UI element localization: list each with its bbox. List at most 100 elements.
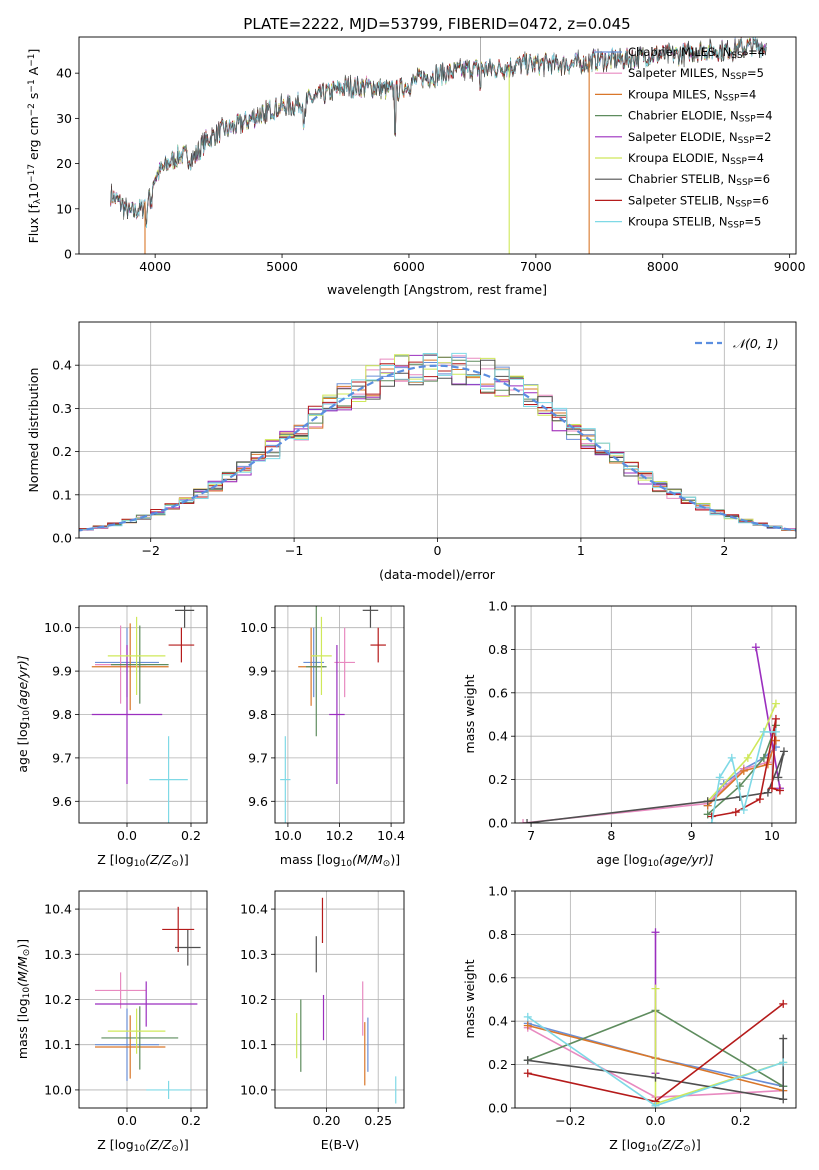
y-tick-label: 9.9 xyxy=(52,664,72,679)
legend-entry-part: Kroupa ELODIE, N xyxy=(628,151,730,165)
z-weight-xlabel-part: 10 xyxy=(646,1144,658,1154)
age-weight-xlabel-part: (age/yr)] xyxy=(659,852,714,867)
y-tick-label: 0 xyxy=(64,247,72,262)
z-age-xlabel: Z [log10(Z/Z⊙)] xyxy=(97,852,188,869)
x-tick-label: 6000 xyxy=(393,259,425,274)
legend-entry-part: SSP xyxy=(723,94,740,104)
weight-marker-ChabrierSTELIB xyxy=(763,788,772,797)
x-tick-label: 10.4 xyxy=(377,828,405,843)
weight-marker-KroupaSTELIB xyxy=(727,753,736,762)
y-tick-label: 10.4 xyxy=(44,902,72,917)
z-mass-ylabel-part: ⊙ xyxy=(22,949,32,957)
z-mass-xlabel-part: ⊙ xyxy=(171,1144,179,1154)
x-tick-label: 4000 xyxy=(139,259,171,274)
weight-marker-KroupaELODIE xyxy=(771,699,780,708)
legend-entry-part: Salpeter ELODIE, N xyxy=(628,130,738,144)
z-mass-ylabel: mass [log10(M/M⊙)] xyxy=(15,939,32,1059)
plot-area xyxy=(523,928,788,1108)
weight-marker-ChabrierSTELIB xyxy=(779,1034,788,1043)
weight-marker-SalpeterMILES xyxy=(519,819,528,823)
z-age-xlabel-part: (Z/Z xyxy=(145,852,172,867)
legend-entry-part: SSP xyxy=(739,115,756,125)
z-weight-xlabel-part: )] xyxy=(691,1137,701,1152)
x-tick-label: 10.0 xyxy=(274,828,302,843)
residual-panel: −2 −1 0 1 2 0.0 0.1 0.2 0.3 0.4 𝒩(0, 1) xyxy=(52,321,797,558)
legend-entry-part: SSP xyxy=(736,178,753,188)
spectrum-ylabel: Flux [fλ10−17 erg cm−2 s−1 A−1] xyxy=(26,49,43,244)
weight-marker-KroupaSTELIB xyxy=(523,1012,532,1021)
weight-line-ChabrierSTELIB xyxy=(526,751,785,823)
weight-marker-KroupaSTELIB xyxy=(779,1058,788,1067)
mass-age-xlabel-part: )] xyxy=(390,852,400,867)
spectrum-data-line xyxy=(110,37,767,225)
legend-entry-part: Chabrier ELODIE, N xyxy=(628,109,739,123)
y-tick-label: 1.0 xyxy=(488,599,508,614)
weight-marker-SalpeterELODIE xyxy=(651,928,660,937)
legend-entry-part: SSP xyxy=(738,136,755,146)
plot-area xyxy=(79,352,796,533)
plot-area xyxy=(95,906,201,1099)
y-tick-label: 0.4 xyxy=(488,729,508,744)
y-tick-label: 9.8 xyxy=(248,707,268,722)
y-tick-label: 10.0 xyxy=(240,1082,268,1097)
spectrum-ylabel-part: erg cm xyxy=(26,116,41,164)
weight-line-KroupaELODIE xyxy=(707,703,777,802)
x-tick-label: 0.0 xyxy=(117,828,137,843)
mass-age-xlabel-part: ⊙ xyxy=(383,859,391,869)
weight-marker-KroupaSTELIB xyxy=(771,727,780,736)
x-tick-label: 8000 xyxy=(647,259,679,274)
y-tick-label: 0.8 xyxy=(488,927,508,942)
weight-marker-KroupaSTELIB xyxy=(739,805,748,814)
weight-marker-KroupaMILES xyxy=(523,1021,532,1030)
age-weight-ylabel: mass weight xyxy=(462,674,477,753)
legend-entry-part: =6 xyxy=(752,193,769,207)
spectrum-ylabel-part: −2 xyxy=(27,103,37,116)
legend-entry-part: Chabrier STELIB, N xyxy=(628,172,736,186)
x-tick-label: 0.20 xyxy=(313,1113,341,1128)
legend-entry-part: Salpeter MILES, N xyxy=(628,66,730,80)
y-tick-label: 0.6 xyxy=(488,970,508,985)
legend-entry-part: Kroupa MILES, N xyxy=(628,87,723,101)
y-tick-label: 10.0 xyxy=(44,620,72,635)
legend-entry-part: =5 xyxy=(747,66,764,80)
plot-area xyxy=(296,897,397,1104)
weight-marker-SalpeterSTELIB xyxy=(771,714,780,723)
legend-entry-part: =4 xyxy=(748,45,765,59)
z-mass-ylabel-part: )] xyxy=(15,939,30,949)
z-mass-xlabel: Z [log10(Z/Z⊙)] xyxy=(97,1137,188,1154)
weight-marker-SalpeterSTELIB xyxy=(767,784,776,793)
weight-marker-KroupaELODIE xyxy=(743,753,752,762)
y-tick-label: 9.8 xyxy=(52,707,72,722)
z-age-xlabel-part: Z [log xyxy=(97,852,133,867)
y-tick-label: 0.4 xyxy=(488,1014,508,1029)
z-mass-xlabel-part: Z [log xyxy=(97,1137,133,1152)
weight-marker-ChabrierSTELIB xyxy=(523,1056,532,1065)
plot-area xyxy=(519,643,788,823)
y-tick-label: 10.3 xyxy=(240,947,268,962)
age-weight-xlabel-part: 10 xyxy=(648,859,660,869)
legend-entry: Chabrier STELIB, NSSP=6 xyxy=(628,172,770,188)
y-tick-label: 0.8 xyxy=(488,642,508,657)
z-mass-ylabel-part: (M/M xyxy=(15,956,30,987)
z-weight-xlabel-part: ⊙ xyxy=(683,1144,691,1154)
x-tick-label: 0.2 xyxy=(731,1113,751,1128)
y-tick-label: 10.2 xyxy=(44,992,72,1007)
weight-marker-SalpeterSTELIB xyxy=(523,1069,532,1078)
y-tick-label: 0.1 xyxy=(52,487,72,502)
spectrum-ylabel-part: −17 xyxy=(27,164,37,183)
z-age-ylabel: age [log10(age/yr)] xyxy=(15,655,32,772)
weight-marker-KroupaMILES xyxy=(739,766,748,775)
weight-marker-KroupaMILES xyxy=(771,736,780,745)
mass-age-xlabel-part: 10 xyxy=(341,859,353,869)
weight-marker-SalpeterSTELIB xyxy=(775,786,784,795)
weight-marker-KroupaSTELIB xyxy=(707,819,716,823)
plot-area xyxy=(110,37,767,254)
spectrum-xlabel: wavelength [Angstrom, rest frame] xyxy=(327,282,547,297)
y-tick-label: 0.4 xyxy=(52,358,72,373)
residual-ylabel: Normed distribution xyxy=(26,368,41,493)
z-age-xlabel-part: 10 xyxy=(134,859,146,869)
weight-marker-ChabrierSTELIB xyxy=(523,819,532,823)
spectrum-ylabel-part: Flux [f xyxy=(26,204,41,244)
y-tick-label: 10.2 xyxy=(240,992,268,1007)
x-tick-label: 9000 xyxy=(774,259,806,274)
